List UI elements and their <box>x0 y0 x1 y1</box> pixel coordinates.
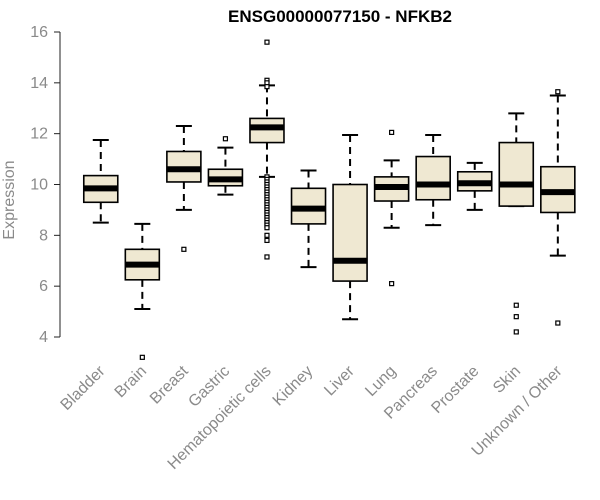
y-tick-label: 12 <box>30 126 48 143</box>
box-group <box>166 125 202 252</box>
y-tick-label: 8 <box>39 227 48 244</box>
box-group <box>540 89 576 326</box>
boxes-layer <box>82 39 576 360</box>
iqr-box <box>498 141 535 207</box>
chart-title: ENSG00000077150 - NFKB2 <box>228 7 452 26</box>
y-tick-label: 4 <box>39 329 48 346</box>
outlier-point <box>389 281 395 287</box>
y-tick-label: 16 <box>30 24 48 41</box>
box-group <box>332 133 368 321</box>
outlier-point <box>555 89 561 95</box>
category-label: Brain <box>112 363 150 401</box>
box-group <box>82 139 119 224</box>
outlier-point <box>389 129 395 135</box>
y-axis-label: Expression <box>1 160 18 239</box>
box-group <box>373 129 410 287</box>
box-group <box>456 161 493 211</box>
outlier-point <box>513 329 519 335</box>
y-tick-label: 14 <box>30 75 48 92</box>
category-label: Liver <box>321 362 358 399</box>
y-tick-label: 6 <box>39 278 48 295</box>
box-group <box>290 169 327 269</box>
category-label: Skin <box>490 363 524 397</box>
box-group <box>415 133 451 227</box>
category-label: Breast <box>147 362 192 407</box>
iqr-box <box>415 155 451 201</box>
outlier-point <box>264 237 270 244</box>
category-label: Lung <box>362 363 399 400</box>
outlier-point <box>555 320 561 326</box>
outlier-point <box>264 84 270 90</box>
y-tick-label: 10 <box>30 177 48 194</box>
iqr-box <box>332 183 368 282</box>
outlier-point <box>264 232 270 238</box>
outlier-point <box>181 246 187 252</box>
category-label: Bladder <box>58 362 109 413</box>
box-group <box>249 39 285 260</box>
iqr-box <box>249 117 285 144</box>
outlier-point <box>264 39 270 45</box>
box-group <box>207 136 244 196</box>
box-group <box>498 112 535 335</box>
outlier-point <box>513 314 519 320</box>
outlier-point <box>222 136 229 142</box>
box-group <box>124 222 161 360</box>
outlier-point <box>264 254 270 260</box>
outlier-point <box>513 302 519 308</box>
category-label: Kidney <box>270 363 317 410</box>
y-axis: 4 6 8 10 12 14 16 <box>30 24 61 346</box>
outlier-point <box>264 225 270 231</box>
outlier-point <box>139 354 145 360</box>
